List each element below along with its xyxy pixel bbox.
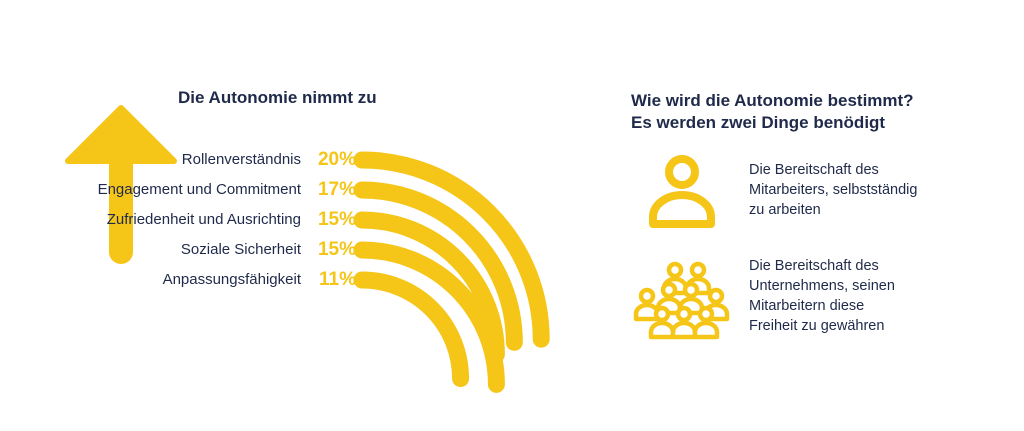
right-title-line-2: Es werden zwei Dinge benödigt [631, 113, 886, 132]
up-arrow-icon [65, 105, 177, 264]
group-person-9 [692, 305, 720, 340]
category-label: Zufriedenheit und Ausrichting [106, 211, 301, 228]
group-person-7 [648, 305, 676, 340]
person-description-line-3: zu arbeiten [749, 202, 821, 218]
arc-bar-3 [353, 211, 505, 363]
person-description-line-1: Die Bereitschaft des [749, 162, 879, 178]
value-label: 17% [317, 179, 356, 200]
chart-title: Die Autonomie nimmt zu [178, 88, 377, 107]
group-description-line-2: Unternehmens, seinen [749, 278, 895, 294]
arc-bar-1 [353, 151, 550, 348]
value-label: 11% [319, 269, 356, 290]
group-description: Die Bereitschaft des Unternehmens, seine… [749, 256, 895, 336]
group-description-line-1: Die Bereitschaft des [749, 258, 879, 274]
group-icon [633, 261, 730, 340]
right-panel-title: Wie wird die Autonomie bestimmt? Es werd… [631, 90, 914, 134]
person-icon [649, 155, 715, 228]
person-description-line-2: Mitarbeiters, selbstständig [749, 182, 918, 198]
category-label: Soziale Sicherheit [180, 241, 301, 258]
value-label: 20% [317, 149, 356, 170]
group-description-line-3: Mitarbeitern diese [749, 298, 865, 314]
category-label: Rollenverständnis [181, 151, 301, 168]
group-person-8 [670, 305, 698, 340]
category-label: Engagement und Commitment [97, 181, 301, 198]
arc-bar-4 [353, 241, 505, 393]
category-label: Anpassungsfähigkeit [162, 271, 301, 288]
value-label: 15% [317, 239, 356, 260]
person-description: Die Bereitschaft des Mitarbeiters, selbs… [749, 160, 917, 220]
value-label: 15% [317, 209, 356, 230]
arc-bar-5 [353, 271, 470, 388]
arc-chart [65, 105, 550, 393]
arc-bar-2 [353, 181, 523, 351]
right-title-line-1: Wie wird die Autonomie bestimmt? [631, 91, 914, 110]
group-description-line-4: Freiheit zu gewähren [749, 318, 885, 334]
